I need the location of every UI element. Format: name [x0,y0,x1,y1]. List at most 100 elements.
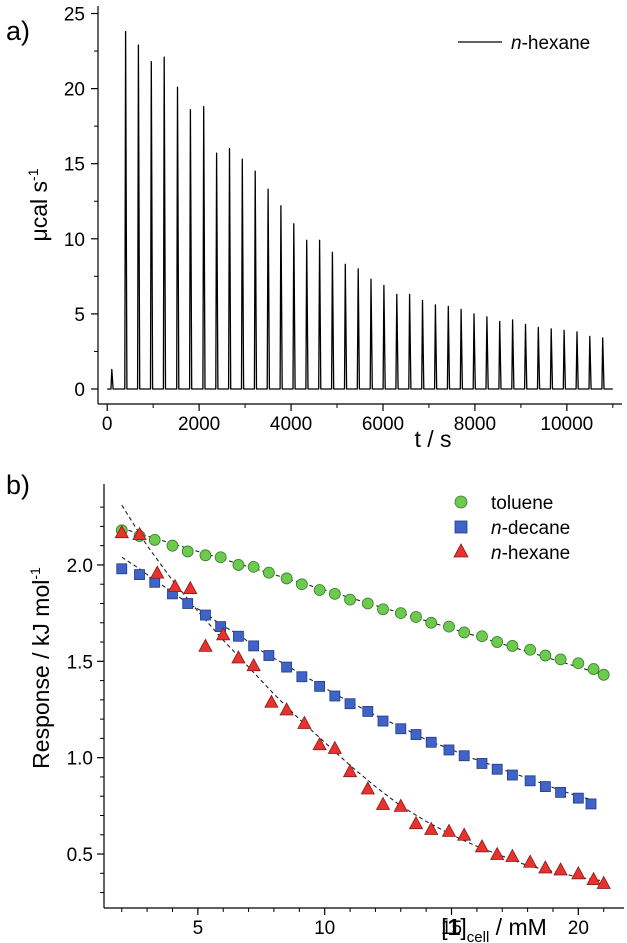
data-point-n-decane [458,750,470,762]
legend-label-n-hexane-rest: -hexane [522,33,591,54]
data-point-n-hexane [167,578,183,593]
data-point-n-hexane [342,763,358,778]
data-point-n-decane [410,729,422,740]
data-point-n-decane [215,621,227,633]
chart-a-y-tick-label: 20 [64,80,85,101]
data-point-toluene [328,587,341,600]
chart-b-y-tick-label: 1.0 [67,749,93,770]
data-point-n-decane [539,781,551,792]
data-point-toluene [361,597,374,610]
chart-b-x-tick-label: 15 [441,918,462,939]
data-point-toluene [506,639,519,652]
data-point-toluene [344,593,356,606]
chart-a-x-tick-label: 6000 [362,414,404,435]
legend-marker-toluene [454,495,468,509]
legend-label-n-decane-rest: -decane [502,518,571,539]
chart-a-x-ticks: 0 2000 4000 6000 8000 10000 [102,404,614,435]
chart-b-points [114,524,611,889]
data-point-toluene [280,572,293,585]
data-point-toluene [232,559,245,571]
panel-a-label: a) [6,16,30,46]
chart-a-x-tick-label: 2000 [178,414,220,435]
data-point-n-hexane [183,580,198,594]
data-point-n-hexane [114,524,129,539]
data-point-n-decane [200,609,211,621]
data-point-n-decane [524,775,536,787]
chart-a-y-tick-label: 10 [64,230,85,251]
data-point-n-hexane [312,736,327,751]
chart-b-y-tick-label: 1.5 [67,652,93,673]
data-point-n-decane [491,763,503,775]
data-point-n-decane [281,661,293,673]
data-point-n-hexane [231,650,246,664]
chart-a-y-tick-label: 0 [74,380,85,401]
data-point-toluene [199,549,212,562]
data-point-n-decane [362,706,374,717]
chart-a-y-ticks: 0 5 10 15 20 25 [64,5,98,401]
data-point-n-decane [425,736,437,748]
chart-b: 5 10 15 20 0.5 1.0 1.5 2.0 Response / kJ mol-1… [27,484,624,943]
chart-a-axes [97,6,622,405]
data-point-n-decane [182,598,194,609]
data-point-toluene [377,603,389,616]
data-point-n-decane [296,671,308,683]
chart-a-y-axis-label: μcal s-1 [25,168,52,241]
data-point-toluene [458,626,471,639]
data-point-n-decane [263,650,275,661]
chart-b-y-axis-label-sup: -1 [27,567,43,580]
chart-b-x-ticks: 5 10 15 20 [121,908,605,939]
data-point-n-hexane [375,796,391,810]
data-point-toluene [166,539,179,552]
data-point-toluene [295,578,308,591]
chart-a-x-axis-label: t / s [414,426,451,452]
chart-a-x-tick-label: 8000 [454,414,496,435]
data-point-n-decane [149,576,161,588]
data-point-n-hexane [474,838,490,853]
chart-a-y-axis-label-sup: -1 [25,168,41,181]
data-point-n-decane [344,698,356,710]
data-point-toluene [410,611,422,623]
data-point-n-decane [134,569,145,580]
legend-label-n-decane-italic: n [491,518,502,539]
data-point-toluene [181,545,194,558]
data-point-toluene [148,533,161,546]
data-point-n-hexane [246,657,261,672]
data-point-n-decane [116,563,128,575]
chart-b-legend: toluene n-decane n-hexane [453,493,571,564]
data-point-toluene [262,566,275,579]
data-point-n-decane [585,798,597,810]
legend-label-n-hexane-italic: n [511,33,522,54]
data-point-n-hexane [132,526,147,541]
legend-label-n-decane: n-decane [491,518,570,539]
data-point-toluene [247,560,260,573]
data-point-n-hexane [586,871,601,885]
legend-label-n-hexane-b-rest: -hexane [502,543,571,564]
chart-a-y-tick-label: 25 [64,5,85,26]
data-point-toluene [572,657,585,670]
chart-b-x-axis-label-rest: / mM [489,914,547,940]
data-point-n-hexane [505,848,520,862]
chart-b-x-tick-label: 20 [568,918,589,939]
data-point-n-hexane [150,565,165,579]
data-point-n-decane [572,792,584,804]
data-point-toluene [524,643,537,656]
data-point-toluene [394,607,407,620]
data-point-n-hexane [297,715,312,729]
data-point-toluene [476,630,488,643]
chart-b-y-axis-label-base: Response / kJ mol [28,580,54,769]
data-point-n-hexane [596,875,611,889]
data-point-n-decane [443,744,455,756]
data-point-n-hexane [522,854,538,868]
chart-b-axes [103,484,624,909]
chart-b-x-axis-label-open: [ [441,914,448,940]
legend-marker-n-hexane-b [453,543,469,558]
chart-b-x-axis-label-bold: 1 [448,914,461,940]
data-point-toluene [214,551,227,564]
chart-b-y-tick-label: 0.5 [67,845,93,866]
data-point-n-decane [314,680,326,692]
data-point-n-decane [555,786,566,798]
chart-a-x-tick-label: 4000 [270,414,312,435]
legend-label-toluene: toluene [491,493,553,514]
